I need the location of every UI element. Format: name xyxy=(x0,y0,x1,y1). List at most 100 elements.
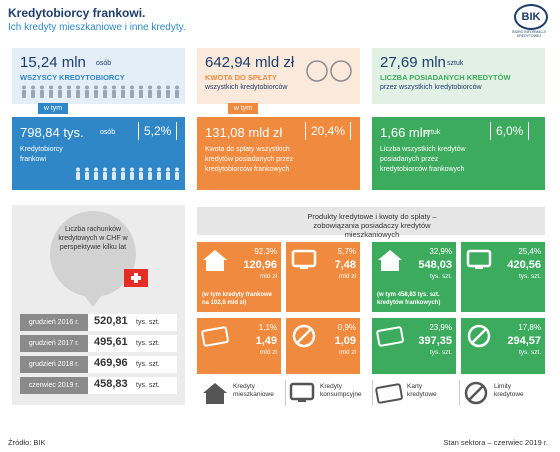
unit: tys. szt. xyxy=(518,349,541,356)
value: 1,09 xyxy=(334,335,356,347)
icon xyxy=(467,324,491,348)
unit: tys. szt. xyxy=(136,319,160,326)
unit: tys. szt. xyxy=(429,273,452,280)
period: czerwiec 2019 r. xyxy=(20,377,88,394)
share: 6,0% xyxy=(490,122,530,140)
summary-box: 27,69 mln sztuk LICZBA POSIADANYCH KREDY… xyxy=(372,48,545,104)
label: WSZYSCY KREDYTOBIORCY xyxy=(20,73,125,82)
legend-item: Limity kredytowe xyxy=(460,380,546,406)
share: 0,9% xyxy=(337,323,356,332)
unit: mld zł xyxy=(260,273,277,280)
value: 420,56 xyxy=(507,259,541,271)
legend-item: Kredyty mieszkaniowe xyxy=(199,380,286,406)
unit: sztuk xyxy=(447,60,464,67)
legend-label: Limity kredytowe xyxy=(494,383,524,398)
chf-row: grudzień 2017 r. 495,61 tys. szt. xyxy=(20,335,177,352)
period: grudzień 2017 r. xyxy=(20,335,88,352)
legend-item: Karty kredytowe xyxy=(373,380,460,406)
share: 5,7% xyxy=(337,247,356,256)
product-cell: 1,1% 1,49 mld zł xyxy=(197,318,281,374)
value: 131,08 mld zł xyxy=(205,125,283,140)
share: 32,9% xyxy=(429,247,452,256)
product-cell: 92,3% 120,96 mld zł (w tym kredyty frankowe… xyxy=(197,242,281,312)
summary-box: 642,94 mld zł KWOTA DO SPŁATY wszystkich… xyxy=(197,48,360,104)
label: Liczba wszystkich kredytów posiadanych p… xyxy=(380,146,466,173)
value: 548,03 xyxy=(418,259,452,271)
unit: tys. szt. xyxy=(136,361,160,368)
product-cell: 0,9% 1,09 mld zł xyxy=(286,318,360,374)
label: Kwota do spłaty wszystkich kredytów posi… xyxy=(205,146,294,173)
people-icons xyxy=(20,85,180,99)
value: 15,24 mln xyxy=(20,54,86,71)
unit: tys. szt. xyxy=(136,382,160,389)
note: przez wszystkich kredytobiorców xyxy=(380,84,482,91)
product-cell: 23,9% 397,35 tys. szt. xyxy=(372,318,456,374)
value: 798,84 tys. xyxy=(20,125,84,140)
product-cell: 5,7% 7,48 mld zł xyxy=(286,242,360,312)
icon xyxy=(201,326,229,347)
legend-item: Kredyty konsumpcyjne xyxy=(286,380,373,406)
products-title: Produkty kredytowe i kwoty do spłaty – z… xyxy=(307,212,437,239)
unit: sztuk xyxy=(424,129,441,136)
icon xyxy=(378,250,402,271)
share: 17,8% xyxy=(518,323,541,332)
franc-box: 798,84 tys. osób 5,2% Kredytobiorcy fran… xyxy=(12,117,185,190)
logo-caption: BIURO INFORMACJI KREDYTOWEJ xyxy=(512,30,546,38)
icon xyxy=(203,383,227,404)
share: 20,4% xyxy=(305,122,352,140)
swiss-flag xyxy=(124,269,148,287)
share: 5,2% xyxy=(138,122,178,140)
note: wszystkich kredytobiorców xyxy=(205,84,288,91)
logo: BIK xyxy=(514,4,548,30)
period: grudzień 2016 r. xyxy=(20,314,88,331)
summary-box: 15,24 mln osób WSZYSCY KREDYTOBIORCY xyxy=(12,48,185,104)
legend-label: Kredyty mieszkaniowe xyxy=(233,383,274,398)
value: 1,49 xyxy=(255,335,277,347)
date: Stan sektora – czerwiec 2019 r. xyxy=(443,438,548,447)
value: 495,61 xyxy=(94,336,128,348)
unit: tys. szt. xyxy=(518,273,541,280)
bubble-pointer xyxy=(84,295,102,307)
value: 294,57 xyxy=(507,335,541,347)
product-cell: 25,4% 420,56 tys. szt. xyxy=(461,242,545,312)
icon xyxy=(376,326,404,347)
product-cell: 17,8% 294,57 tys. szt. xyxy=(461,318,545,374)
icon xyxy=(464,381,488,405)
tag: w tym xyxy=(228,103,258,114)
unit: tys. szt. xyxy=(429,349,452,356)
franc-box: 1,66 mln sztuk 6,0% Liczba wszystkich kr… xyxy=(372,117,545,190)
products-header: Produkty kredytowe i kwoty do spłaty – z… xyxy=(197,207,545,239)
icon xyxy=(466,249,492,269)
unit: mld zł xyxy=(260,349,277,356)
icon xyxy=(292,324,316,348)
franc-box: 131,08 mld zł 20,4% Kwota do spłaty wszy… xyxy=(197,117,360,190)
label: Kredytobiorcy frankowi xyxy=(20,146,63,163)
unit: tys. szt. xyxy=(136,340,160,347)
value: 1,66 mln xyxy=(380,125,430,140)
chf-row: grudzień 2016 r. 520,81 tys. szt. xyxy=(20,314,177,331)
note: (w tym kredyty frankowe na 102,8 mld zł) xyxy=(202,292,273,306)
share: 1,1% xyxy=(258,323,277,332)
value: 458,83 xyxy=(94,378,128,390)
unit: osób xyxy=(96,60,112,67)
label: LICZBA POSIADANYCH KREDYTÓW xyxy=(380,73,511,82)
period: grudzień 2018 r. xyxy=(20,356,88,373)
tag: w tym xyxy=(38,103,68,114)
chf-panel: Liczba rachunków kredytowych w CHF w per… xyxy=(12,205,185,405)
value: 7,48 xyxy=(334,259,356,271)
icon xyxy=(203,250,227,271)
value: 520,81 xyxy=(94,315,128,327)
chf-row: czerwiec 2019 r. 458,83 tys. szt. xyxy=(20,377,177,394)
icon xyxy=(291,249,317,269)
source: Źródło: BIK xyxy=(8,438,46,447)
icon xyxy=(289,382,315,402)
product-cell: 32,9% 548,03 tys. szt. (w tym 458,83 tys. s… xyxy=(372,242,456,312)
share: 92,3% xyxy=(254,247,277,256)
value: 642,94 mld zł xyxy=(205,54,295,71)
note: (w tym 458,83 tys. szt. kredytów frankow… xyxy=(377,292,441,306)
unit: mld zł xyxy=(339,349,356,356)
value: 469,96 xyxy=(94,357,128,369)
subtitle: Ich kredyty mieszkaniowe i inne kredyty. xyxy=(8,22,186,33)
chf-row: grudzień 2018 r. 469,96 tys. szt. xyxy=(20,356,177,373)
